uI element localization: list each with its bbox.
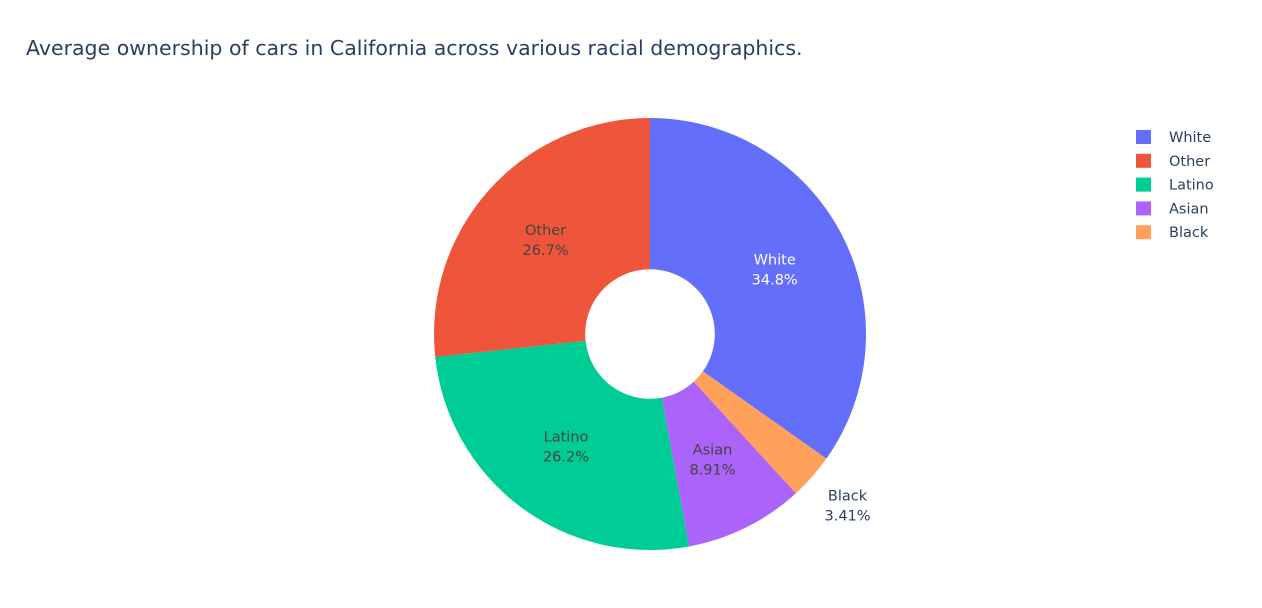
slice-label-name: Other [525, 223, 566, 239]
legend-item-black[interactable]: Black [1136, 225, 1209, 241]
legend-label: Asian [1169, 201, 1209, 217]
chart-title: Average ownership of cars in California … [26, 36, 803, 60]
slice-label-percent: 34.8% [752, 272, 798, 288]
legend-label: Other [1169, 154, 1210, 170]
legend-item-asian[interactable]: Asian [1136, 201, 1209, 217]
legend-swatch [1136, 153, 1151, 168]
legend-swatch [1136, 225, 1151, 240]
slice-label-latino: Latino 26.2% [543, 429, 589, 465]
slice-label-name: Asian [693, 443, 733, 459]
slice-label-name: Black [828, 488, 868, 504]
pie-slices [434, 118, 867, 550]
slice-label-name: White [754, 252, 796, 268]
pie-slice-latino[interactable] [435, 340, 689, 550]
legend-label: Black [1169, 225, 1209, 241]
legend-label: Latino [1169, 178, 1214, 194]
legend-swatch [1136, 177, 1151, 192]
slice-label-other: Other 26.7% [523, 223, 569, 259]
legend-item-other[interactable]: Other [1136, 153, 1210, 170]
slice-label-percent: 26.7% [523, 243, 569, 259]
pie-labels: White 34.8% Black 3.41% Asian 8.91% Latino 26.2… [523, 223, 871, 524]
pie-slice-black[interactable] [693, 371, 827, 494]
legend-swatch [1136, 201, 1151, 216]
pie-slice-other[interactable] [434, 118, 650, 357]
slice-label-percent: 26.2% [543, 449, 589, 465]
slice-label-white: White 34.8% [752, 252, 798, 288]
legend-item-white[interactable]: White [1136, 130, 1211, 146]
slice-label-name: Latino [544, 429, 589, 445]
pie-slice-asian[interactable] [661, 381, 796, 547]
pie-slice-white[interactable] [650, 118, 867, 459]
slice-label-percent: 3.41% [825, 508, 871, 524]
legend-label: White [1169, 130, 1211, 146]
slice-label-asian: Asian 8.91% [689, 443, 735, 479]
slice-label-percent: 8.91% [689, 463, 735, 479]
legend-swatch [1136, 130, 1151, 144]
legend-item-latino[interactable]: Latino [1136, 177, 1214, 194]
slice-label-black: Black 3.41% [825, 488, 871, 524]
legend[interactable]: White Other Latino Asian Black [1136, 130, 1214, 241]
